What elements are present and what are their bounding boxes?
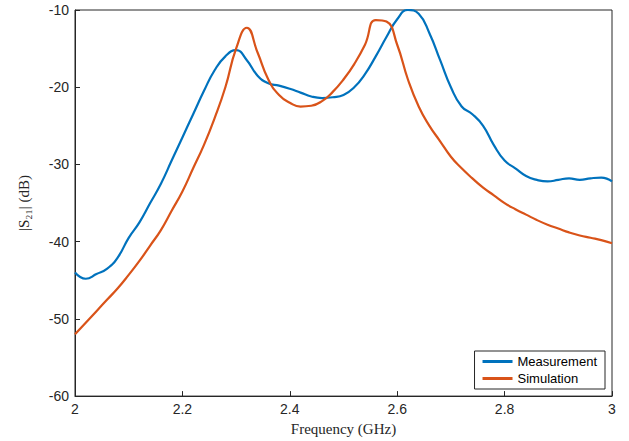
svg-text:2.8: 2.8 — [495, 401, 515, 417]
svg-text:Measurement: Measurement — [518, 354, 598, 369]
svg-text:-60: -60 — [49, 388, 69, 404]
svg-text:3: 3 — [608, 401, 616, 417]
svg-text:Frequency (GHz): Frequency (GHz) — [291, 421, 396, 438]
svg-text:-30: -30 — [49, 156, 69, 172]
svg-text:2.4: 2.4 — [280, 401, 300, 417]
svg-text:2.6: 2.6 — [387, 401, 407, 417]
svg-text:Simulation: Simulation — [518, 371, 579, 386]
svg-text:2: 2 — [71, 401, 79, 417]
svg-text:-50: -50 — [49, 311, 69, 327]
svg-text:-20: -20 — [49, 79, 69, 95]
svg-text:|S₂₁| (dB): |S₂₁| (dB) — [16, 175, 33, 231]
svg-text:2.2: 2.2 — [173, 401, 193, 417]
svg-text:-40: -40 — [49, 234, 69, 250]
svg-text:-10: -10 — [49, 2, 69, 18]
